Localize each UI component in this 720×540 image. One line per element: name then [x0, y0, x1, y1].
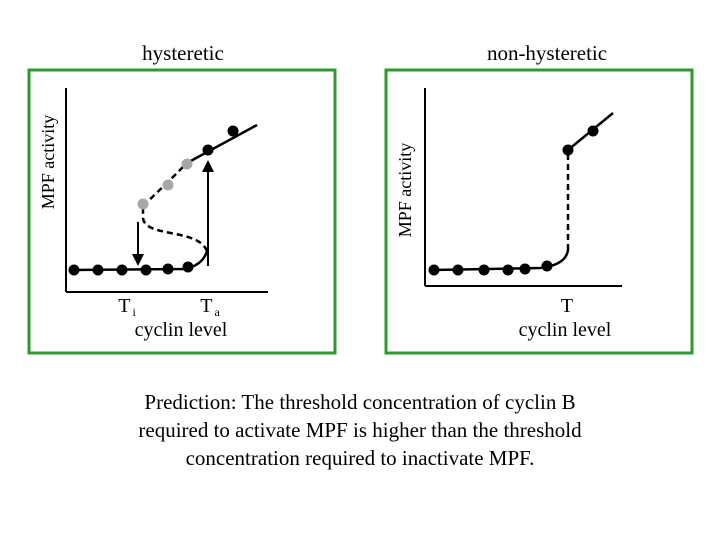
left-dot-upper-2	[227, 125, 239, 137]
right-x-axis-label: cyclin level	[519, 319, 612, 341]
caption-line-2: required to activate MPF is higher than …	[138, 418, 582, 442]
right-tick-threshold: T	[561, 295, 573, 317]
left-dot-1	[68, 264, 80, 276]
right-lower-branch	[431, 249, 570, 272]
right-dot-4	[502, 264, 514, 276]
left-dot-upper-1	[202, 144, 214, 156]
left-panel-title: hysteretic	[142, 41, 224, 65]
right-dot-1	[428, 264, 440, 276]
left-dot-6	[182, 261, 194, 273]
left-dot-2	[92, 264, 104, 276]
left-x-axis-label: cyclin level	[135, 319, 228, 341]
left-dot-gray-2	[162, 179, 174, 191]
left-dot-4	[140, 264, 152, 276]
right-panel-frame	[384, 68, 694, 355]
right-y-axis-label: MPF activity	[395, 143, 415, 238]
left-upper-branch	[186, 123, 258, 165]
left-upper-branch-dashed	[142, 162, 188, 207]
right-panel: MPF activity T cyclin level	[384, 68, 694, 355]
right-panel-title: non-hysteretic	[487, 41, 607, 65]
right-dot-2	[452, 264, 464, 276]
left-y-axis-label: MPF activity	[38, 115, 58, 210]
left-dot-gray-3	[181, 158, 193, 170]
left-inactivate-arrowhead	[132, 254, 144, 266]
right-dot-upper-1	[562, 144, 574, 156]
right-dot-5	[519, 263, 531, 275]
right-dot-6	[541, 260, 553, 272]
left-unstable-branch	[141, 206, 209, 252]
left-panel-frame	[27, 68, 337, 355]
prediction-caption: Prediction: The threshold concentration …	[40, 388, 680, 472]
right-dot-upper-2	[587, 125, 599, 137]
caption-line-3: concentration required to inactivate MPF…	[185, 446, 535, 470]
right-dot-3	[478, 264, 490, 276]
left-dot-5	[162, 263, 174, 275]
left-activate-arrowhead	[202, 160, 214, 172]
left-dot-3	[116, 264, 128, 276]
caption-line-1: Prediction: The threshold concentration …	[144, 390, 576, 414]
left-dot-gray-1	[137, 198, 149, 210]
